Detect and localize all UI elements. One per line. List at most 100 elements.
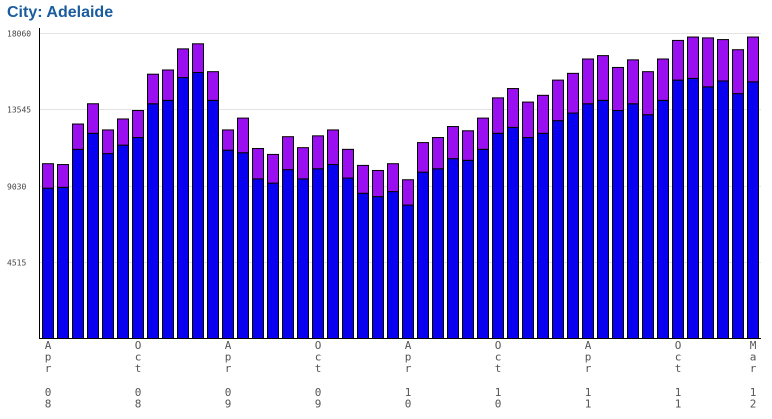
bar-segment-top <box>192 43 204 74</box>
bar-segment-top <box>42 163 54 189</box>
bar-segment-base <box>432 168 444 339</box>
bar-segment-top <box>537 94 549 134</box>
x-tick-year-char: 8 <box>135 398 142 411</box>
bar-segment-base <box>342 177 354 339</box>
x-tick-month-char: O <box>495 339 502 352</box>
gridlines <box>39 33 761 263</box>
x-tick-month-char: p <box>45 351 52 364</box>
x-tick-label: Oct 08 <box>135 339 142 411</box>
bar-segment-base <box>507 126 519 339</box>
bar-segment-top <box>672 39 684 81</box>
x-tick-month-char: t <box>675 362 682 375</box>
x-tick-month-char: c <box>135 351 142 364</box>
bar-segment-top <box>357 164 369 194</box>
x-tick-year-char: 9 <box>315 398 322 411</box>
bar-segment-base <box>627 103 639 340</box>
x-tick-year-char: 9 <box>225 398 232 411</box>
x-tick-month-char: p <box>405 351 412 364</box>
x-tick-month-char: r <box>585 362 592 375</box>
bar-segment-base <box>672 79 684 339</box>
bar-segment-base <box>597 99 609 339</box>
bar-segment-base <box>387 191 399 339</box>
bar-segment-top <box>297 147 309 180</box>
y-tick-label: 9030 <box>7 183 26 192</box>
x-tick-month-char: A <box>225 339 232 352</box>
bar-segment-base <box>57 186 69 339</box>
x-tick-year-char: 0 <box>495 398 502 411</box>
bar-segment-top <box>102 129 114 155</box>
bar-segment-base <box>102 153 114 339</box>
x-tick-month-char: t <box>315 362 322 375</box>
x-tick-labels: Apr08Oct08Apr09Oct09Apr10Oct10Apr11Oct11… <box>45 339 757 411</box>
bar-segment-top <box>612 66 624 112</box>
x-tick-month-char: p <box>225 351 232 364</box>
bar-segment-base <box>687 77 699 339</box>
bar-segment-top <box>147 73 159 105</box>
bar-segment-top <box>447 126 459 160</box>
bar-segment-base <box>582 103 594 340</box>
bar-segment-base <box>522 137 534 339</box>
x-tick-month-char: c <box>675 351 682 364</box>
bar-segment-base <box>702 86 714 339</box>
y-tick-label: 13545 <box>7 106 31 115</box>
bar-segment-top <box>72 123 84 150</box>
x-tick-label: Apr 09 <box>225 339 232 411</box>
bar-segment-top <box>222 129 234 151</box>
x-tick-year-char: 1 <box>585 386 592 399</box>
x-tick-month-char: A <box>585 339 592 352</box>
bar-segment-top <box>327 129 339 166</box>
x-tick-month-char: O <box>675 339 682 352</box>
bar-segment-top <box>732 49 744 95</box>
x-tick-year-char: 0 <box>315 386 322 399</box>
x-tick-month-char: r <box>45 362 52 375</box>
bar-segment-base <box>72 148 84 339</box>
bar-segment-top <box>507 88 519 128</box>
bar-segment-base <box>222 149 234 339</box>
bar-segment-top <box>582 58 594 105</box>
bar-segment-top <box>252 148 264 180</box>
bar-segment-base <box>537 132 549 339</box>
bar-segment-top <box>597 55 609 101</box>
x-tick-month-char: O <box>135 339 142 352</box>
x-tick-month-char: A <box>45 339 52 352</box>
x-tick-month-char: t <box>135 362 142 375</box>
bar-segment-top <box>567 72 579 114</box>
x-tick-label: Apr 11 <box>585 339 592 411</box>
bar-segment-top <box>642 71 654 116</box>
bar-segment-top <box>207 71 219 101</box>
bar-segment-top <box>237 117 249 154</box>
bar-segment-top <box>177 48 189 79</box>
bar-segment-base <box>177 77 189 340</box>
x-tick-month-char: a <box>750 351 757 364</box>
bar-segment-top <box>717 39 729 82</box>
x-tick-month-char: M <box>750 339 757 352</box>
x-tick-label: Mar 12 <box>750 339 757 411</box>
bar-segment-base <box>267 182 279 339</box>
bar-segment-top <box>117 118 129 146</box>
x-tick-year-char: 1 <box>585 398 592 411</box>
bar-segment-top <box>342 148 354 179</box>
x-tick-year-char: 2 <box>750 398 757 411</box>
bar-segment-top <box>462 130 474 161</box>
bar-segment-base <box>567 112 579 340</box>
bar-segment-top <box>87 103 99 134</box>
bar-segment-base <box>192 72 204 339</box>
bar-segment-base <box>312 168 324 339</box>
bar-segment-base <box>372 196 384 339</box>
x-tick-label: Apr 08 <box>45 339 52 411</box>
bar-segment-top <box>687 36 699 79</box>
bar-segment-top <box>132 110 144 139</box>
bar-segment-top <box>432 137 444 170</box>
x-tick-label: Oct 10 <box>495 339 502 411</box>
x-tick-month-char: A <box>405 339 412 352</box>
bar-segment-top <box>492 97 504 134</box>
bar-segment-base <box>237 152 249 339</box>
x-tick-month-char: O <box>315 339 322 352</box>
x-tick-month-char: r <box>405 362 412 375</box>
bars <box>42 36 759 340</box>
bar-segment-top <box>282 136 294 171</box>
x-tick-year-char: 0 <box>45 386 52 399</box>
y-tick-labels: 4515 9030 13545 18060 <box>7 30 31 268</box>
bar-segment-base <box>492 132 504 339</box>
